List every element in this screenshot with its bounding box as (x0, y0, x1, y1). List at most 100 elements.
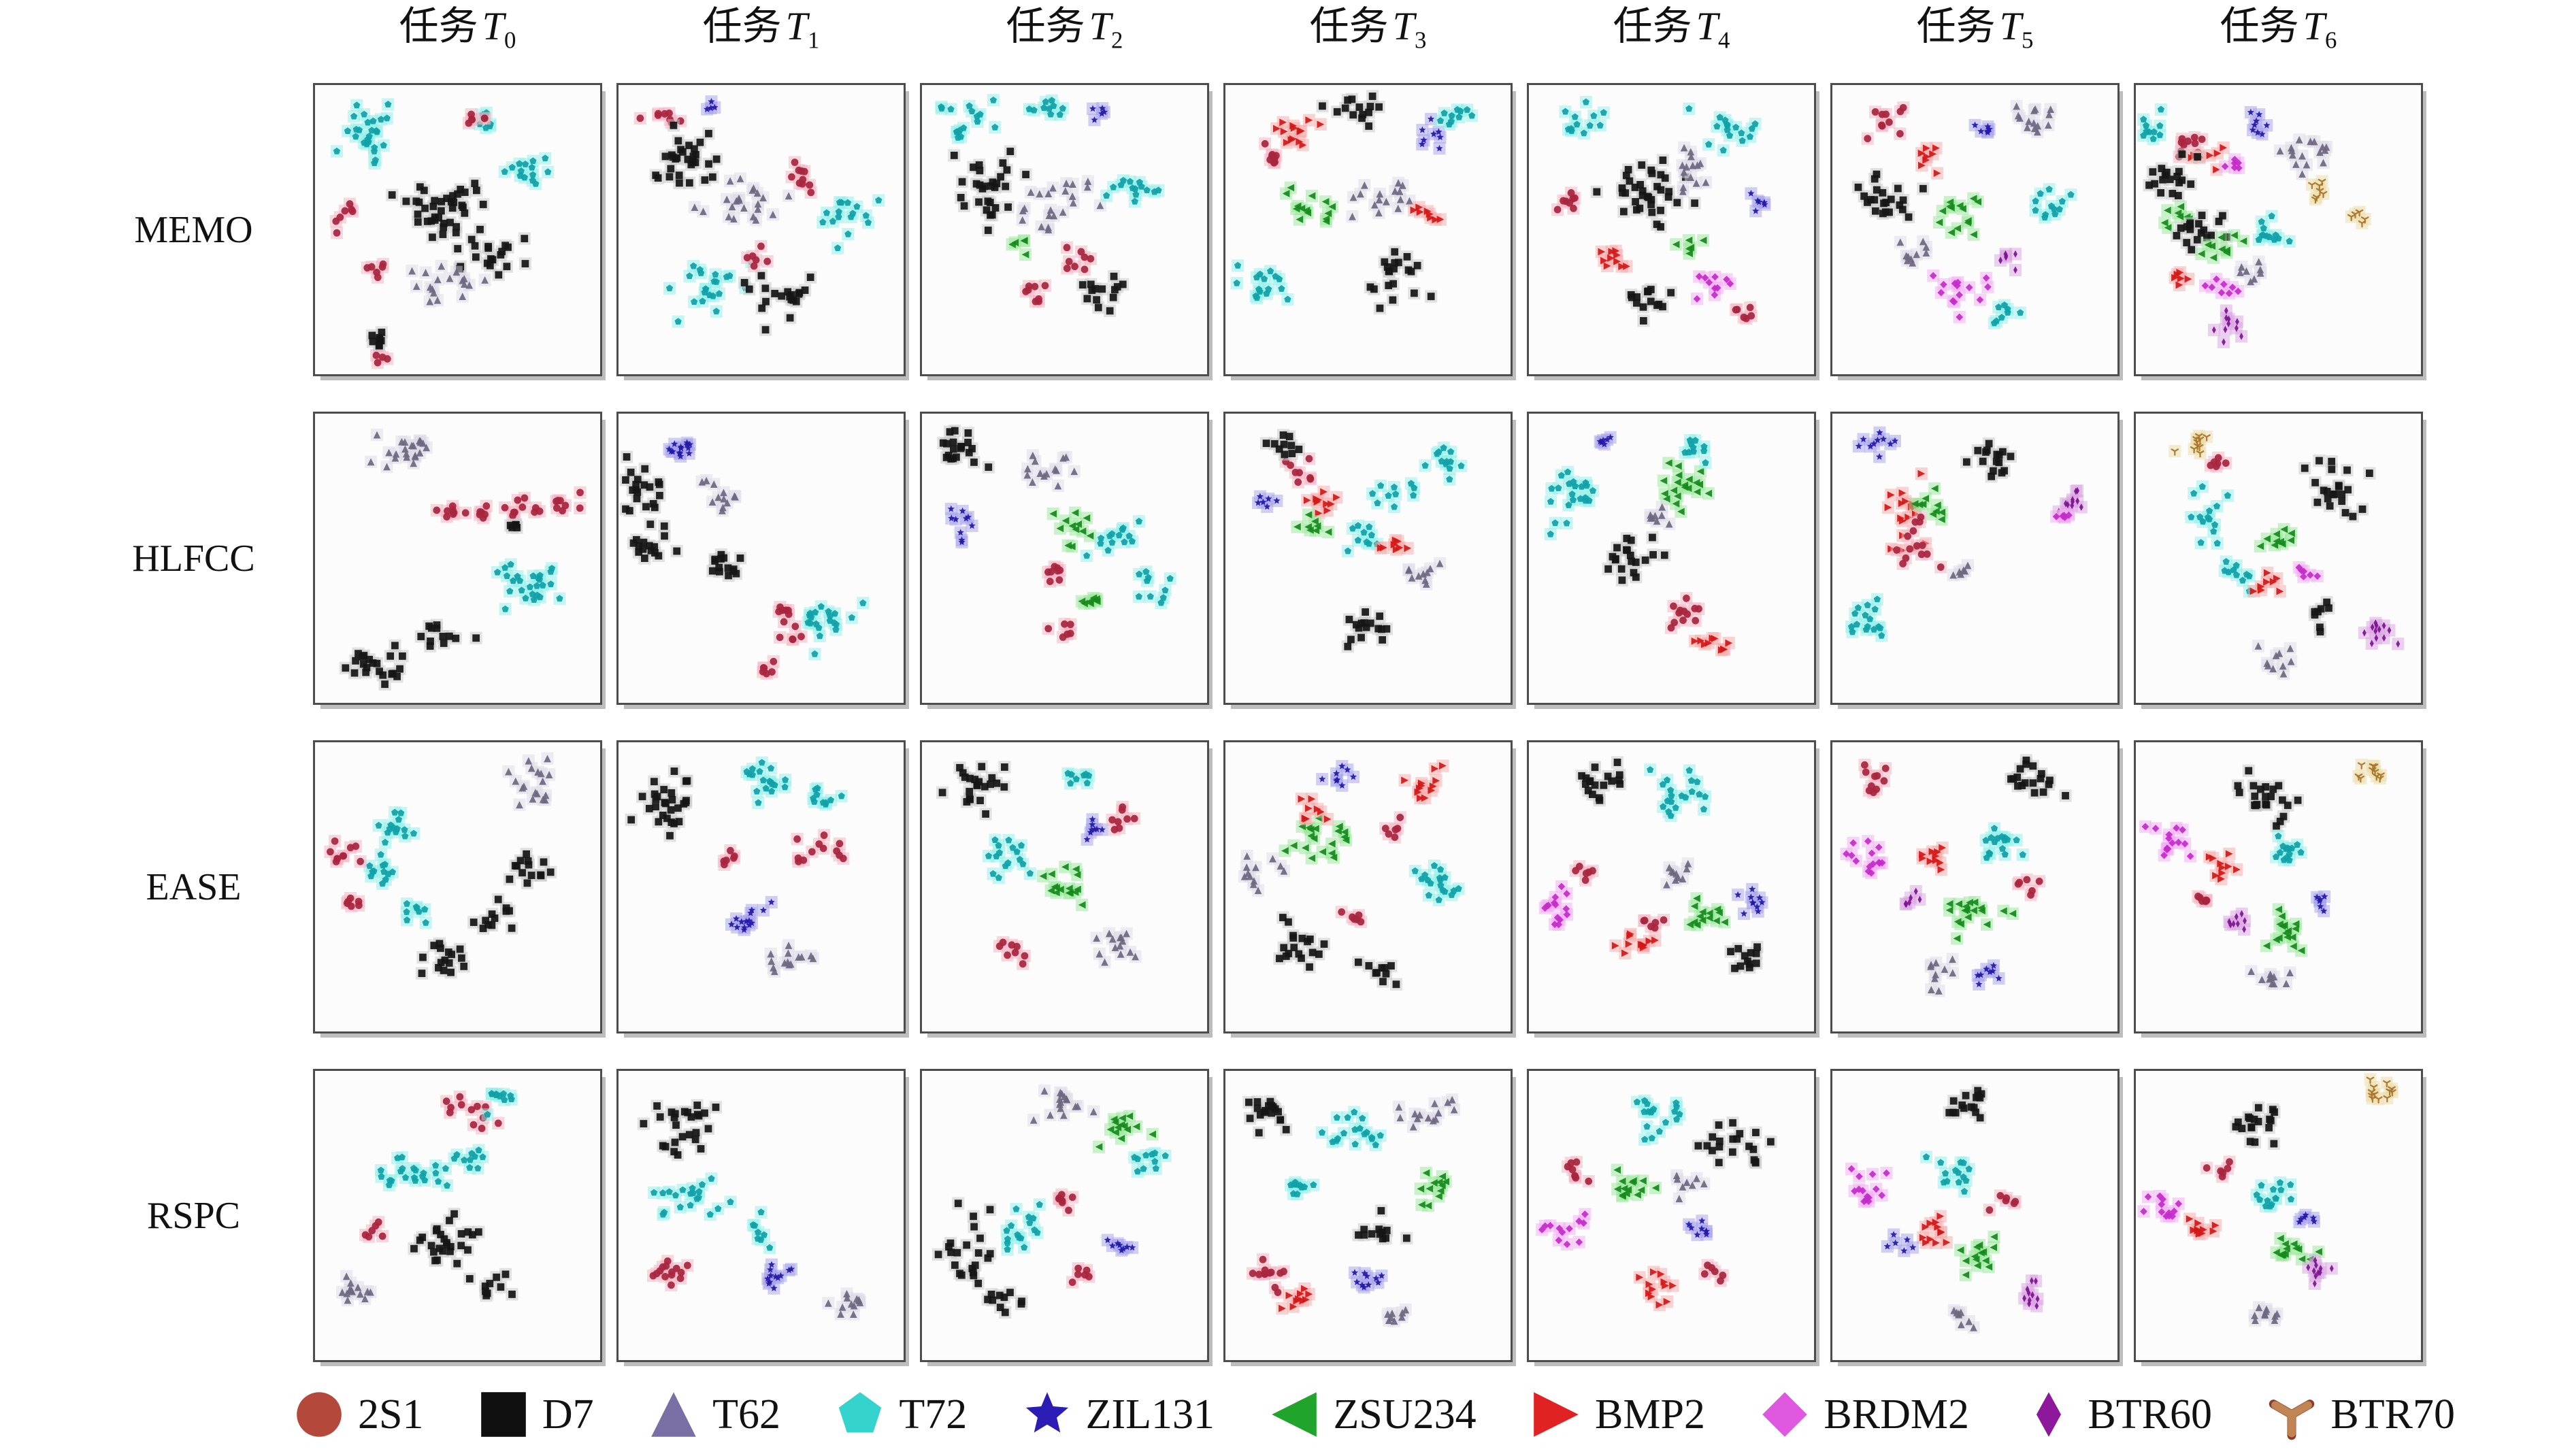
cluster-BTR70 (2169, 429, 2213, 460)
cluster-T62 (2273, 133, 2332, 180)
cluster-2S1 (2204, 451, 2232, 473)
cluster-D7 (2308, 596, 2335, 638)
cluster-ZSU234 (2260, 903, 2308, 957)
cluster-ZSU234 (1075, 591, 1104, 610)
column-header-text: 任务 T2 (1006, 4, 1123, 54)
cluster-2S1 (1259, 137, 1283, 169)
cluster-T62 (1670, 1169, 1711, 1205)
legend-marker-brdm2 (1762, 1392, 1808, 1437)
tsne-panel-rspc-t6 (2134, 1069, 2423, 1362)
cluster-BMP2 (2169, 266, 2194, 292)
cluster-BTR60 (2223, 907, 2252, 936)
cluster-2S1 (785, 156, 817, 199)
cluster-ZSU234 (1657, 457, 1715, 518)
cluster-BMP2 (1276, 1283, 1315, 1315)
cluster-BTR70 (2305, 175, 2330, 205)
legend-label: D7 (542, 1391, 594, 1438)
cluster-BMP2 (2247, 566, 2286, 598)
column-header-t0: 任务 T0 (313, 0, 602, 52)
cluster-BRDM2 (2198, 273, 2245, 300)
scatter-plot (1538, 756, 1768, 975)
cluster-T72 (2252, 210, 2296, 248)
cluster-T72 (374, 1151, 454, 1192)
legend-label: BTR60 (2088, 1391, 2212, 1438)
cluster-D7 (1724, 940, 1764, 975)
cluster-BRDM2 (1538, 880, 1573, 931)
cluster-D7 (2231, 764, 2305, 833)
cluster-ZSU234 (1006, 234, 1032, 261)
cluster-D7 (627, 518, 683, 565)
column-header-text: 任务 T1 (702, 4, 820, 54)
cluster-T72 (448, 1144, 489, 1175)
cluster-2S1 (1066, 1262, 1095, 1289)
cluster-ZIL131 (1252, 490, 1283, 513)
cluster-2S1 (341, 892, 365, 913)
cluster-ZSU234 (1291, 508, 1335, 539)
cluster-D7 (415, 937, 470, 980)
cluster-T72 (1315, 1106, 1387, 1152)
cluster-T72 (1000, 1198, 1046, 1256)
cluster-T72 (1366, 477, 1421, 514)
cluster-ZIL131 (2311, 890, 2331, 918)
tsne-panel-memo-t5 (1830, 83, 2120, 376)
tsne-panel-memo-t1 (616, 83, 906, 376)
cluster-T72 (1023, 94, 1069, 121)
cluster-T72 (982, 833, 1036, 884)
cluster-ZSU234 (1909, 482, 1948, 526)
cluster-D7 (1602, 531, 1671, 586)
cluster-T72 (2029, 183, 2077, 224)
cluster-ZSU234 (1280, 181, 1338, 228)
cluster-ZIL131 (1732, 882, 1768, 921)
cluster-D7 (738, 269, 817, 336)
cluster-BRDM2 (2050, 509, 2075, 524)
cluster-T72 (1230, 259, 1294, 306)
cluster-D7 (467, 893, 518, 935)
legend-item-btr60: BTR60 (2021, 1387, 2212, 1442)
cluster-BRDM2 (1927, 269, 1994, 324)
cluster-D7 (637, 1099, 722, 1161)
cluster-BMP2 (1595, 244, 1633, 273)
scatter-plot (1845, 1084, 2044, 1334)
cluster-2S1 (474, 499, 493, 525)
cluster-T62 (1644, 501, 1676, 531)
cluster-2S1 (1335, 906, 1367, 928)
cluster-2S1 (1730, 301, 1758, 325)
cluster-2S1 (1890, 511, 1947, 574)
btr60-marker-icon (2037, 1392, 2062, 1437)
scatter-plot (2169, 429, 2405, 680)
cluster-2S1 (2012, 873, 2046, 901)
tsne-panel-hlfcc-t6 (2134, 412, 2423, 705)
cluster-2S1 (1042, 560, 1066, 588)
cluster-T72 (2137, 103, 2167, 146)
cluster-2S1 (1019, 279, 1051, 308)
cluster-2S1 (430, 499, 472, 523)
legend-label: BRDM2 (1824, 1391, 1969, 1438)
legend-label: BMP2 (1594, 1391, 1705, 1438)
cluster-T72 (740, 756, 792, 810)
cluster-T62 (1947, 559, 1974, 582)
scatter-plot (1536, 1094, 1777, 1312)
cluster-2S1 (772, 601, 808, 646)
cluster-2S1 (1060, 241, 1097, 276)
scatter-plot (324, 752, 557, 980)
scatter-plot (932, 1085, 1172, 1319)
cluster-ZSU234 (1611, 1163, 1662, 1203)
cluster-ZSU234 (1036, 861, 1089, 912)
legend-item-zil131: ZIL131 (1019, 1387, 1215, 1442)
cluster-D7 (1590, 154, 1701, 233)
scatter-plot (936, 760, 1142, 970)
cluster-ZIL131 (1745, 187, 1771, 218)
row-label-ease: EASE (146, 865, 242, 908)
cluster-BMP2 (1398, 759, 1449, 805)
tsne-panel-hlfcc-t5 (1830, 412, 2120, 705)
cluster-T72 (1845, 593, 1888, 642)
cluster-ZIL131 (1316, 759, 1359, 792)
cluster-D7 (1364, 246, 1438, 315)
cluster-2S1 (329, 197, 359, 239)
cluster-T62 (822, 1287, 866, 1321)
cluster-T62 (2010, 99, 2057, 138)
legend-marker-t72 (839, 1392, 882, 1433)
cluster-D7 (2143, 148, 2204, 202)
cluster-2S1 (741, 239, 774, 273)
legend-item-d7: D7 (476, 1387, 594, 1442)
